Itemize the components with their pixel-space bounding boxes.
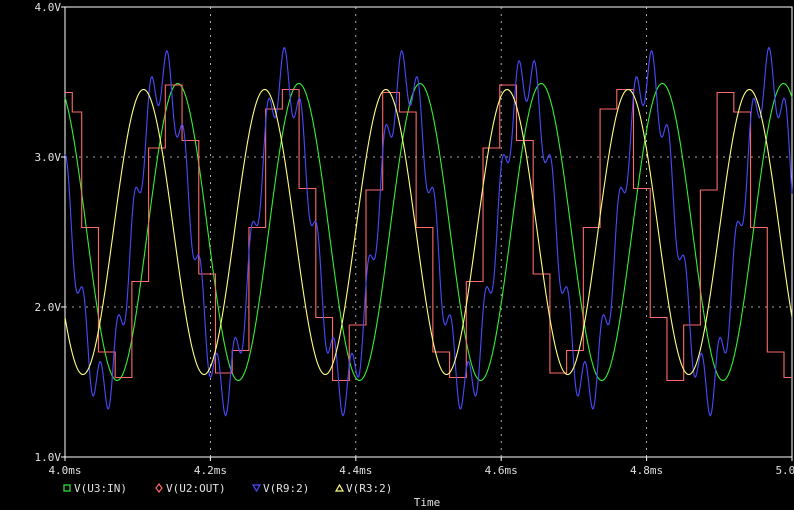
x-tick-label: 4.8ms: [630, 464, 663, 477]
trace-v-r3-2: [64, 88, 793, 376]
y-tick-label: 2.0V: [35, 301, 62, 314]
y-tick-label: 1.0V: [35, 451, 62, 464]
trace-v-r9-2: [64, 47, 793, 417]
y-axis: 1.0V 2.0V 3.0V 4.0V: [35, 1, 65, 464]
legend-marker-triangle-down-icon: [251, 484, 262, 493]
plot-area: [64, 6, 793, 458]
legend: V(U3:IN) V(U2:OUT) V(R9:2) V(R3:2): [63, 482, 392, 495]
trace-v-u2-out: [65, 84, 792, 382]
x-axis-label: Time: [414, 496, 441, 509]
legend-marker-triangle-up-icon: [334, 483, 345, 492]
legend-marker-square-icon: [63, 484, 71, 492]
legend-entry: V(U2:OUT): [166, 482, 226, 495]
traces: [64, 47, 793, 417]
legend-marker-diamond-icon: [155, 483, 163, 493]
x-axis: 4.0ms 4.2ms 4.4ms 4.6ms 4.8ms 5.0ms: [48, 457, 794, 477]
x-tick-label: 4.2ms: [194, 464, 227, 477]
x-tick-label: 4.0ms: [48, 464, 81, 477]
x-tick-label: 4.4ms: [339, 464, 372, 477]
y-tick-label: 4.0V: [35, 1, 62, 14]
x-tick-label: 5.0ms: [775, 464, 794, 477]
legend-entry: V(U3:IN): [74, 482, 127, 495]
trace-v-u3-in: [64, 82, 793, 382]
x-tick-label: 4.6ms: [485, 464, 518, 477]
y-tick-label: 3.0V: [35, 151, 62, 164]
legend-entry: V(R9:2): [263, 482, 309, 495]
legend-entry: V(R3:2): [346, 482, 392, 495]
